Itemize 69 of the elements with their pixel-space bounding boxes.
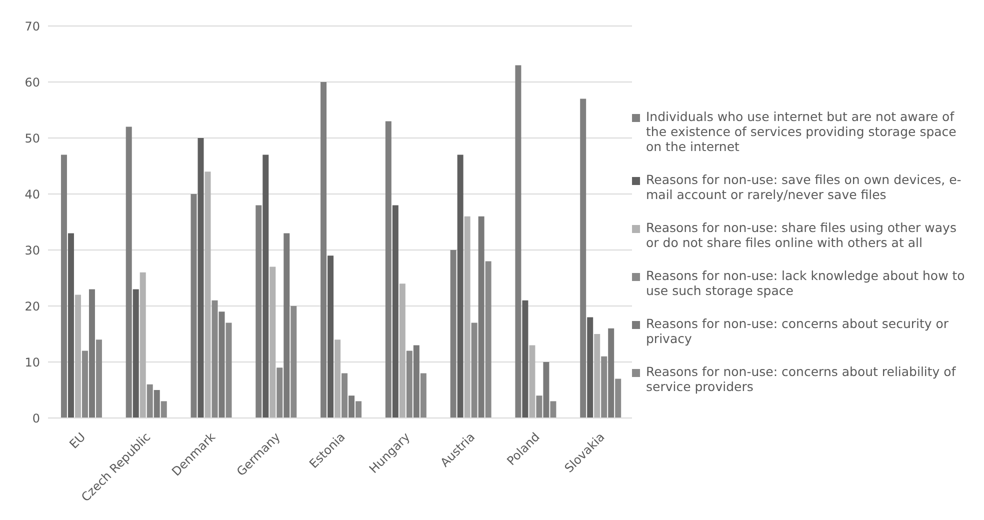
bar	[190, 194, 197, 418]
bar	[457, 154, 464, 418]
bar	[543, 362, 550, 418]
legend-label: Reasons for non-use: concerns about security or privacy	[646, 316, 950, 346]
bar	[587, 317, 594, 418]
bar	[284, 233, 290, 418]
bar	[608, 328, 614, 418]
bar	[464, 216, 470, 418]
bar	[550, 401, 556, 418]
bar	[82, 350, 88, 418]
bar	[68, 233, 74, 418]
bar	[290, 306, 297, 418]
legend-label: Reasons for non-use: lack knowledge about how to use such storage space	[646, 268, 966, 298]
bar	[60, 154, 67, 418]
legend-label: Individuals who use internet but are not aware of the existence of services providing storage space on the internet	[646, 108, 958, 154]
bar	[328, 256, 334, 418]
bar	[342, 373, 348, 418]
y-tick-label: 70	[24, 19, 40, 34]
bar	[334, 340, 341, 418]
legend-label: Reasons for non-use: save files on own devices, e-mail account or rarely/never save files	[646, 172, 962, 202]
bar	[270, 266, 276, 418]
bar	[256, 205, 262, 418]
bar	[262, 154, 269, 418]
bar	[522, 300, 528, 418]
bar	[450, 250, 456, 418]
y-tick-label: 20	[24, 299, 40, 314]
bar	[348, 396, 355, 418]
y-tick-label: 50	[24, 131, 40, 146]
bar	[126, 126, 132, 418]
y-tick-label: 10	[24, 355, 40, 370]
bar	[580, 98, 586, 418]
bar	[601, 356, 608, 418]
y-tick-label: 0	[32, 411, 40, 426]
bar	[146, 384, 153, 418]
y-tick-label: 30	[24, 243, 40, 258]
bar	[204, 172, 211, 418]
bar	[406, 350, 412, 418]
bar	[160, 401, 167, 418]
bar	[471, 322, 478, 418]
bar	[536, 396, 542, 418]
bar	[478, 216, 484, 418]
bar	[515, 65, 522, 418]
bar	[96, 340, 102, 418]
bar	[399, 284, 406, 418]
bar	[392, 205, 398, 418]
bar	[140, 272, 146, 418]
x-tick-label: EU	[66, 430, 88, 452]
bar	[198, 138, 204, 418]
bar	[594, 334, 600, 418]
bar	[212, 300, 218, 418]
bar	[154, 390, 160, 418]
bar	[420, 373, 426, 418]
y-tick-label: 60	[24, 75, 40, 90]
legend-label: Reasons for non-use: share files using other ways or do not share files online with others at all	[646, 220, 958, 250]
bar	[385, 121, 392, 418]
bar	[413, 345, 420, 418]
bar	[88, 289, 95, 418]
bar	[485, 261, 492, 418]
y-tick-label: 40	[24, 187, 40, 202]
bar	[615, 378, 622, 418]
bar	[226, 322, 232, 418]
bar	[529, 345, 536, 418]
bar	[132, 289, 139, 418]
bar	[356, 401, 362, 418]
bar	[276, 368, 283, 418]
bar	[320, 82, 327, 418]
legend-label: Reasons for non-use: concerns about reliability of service providers	[646, 364, 957, 394]
bar	[218, 312, 225, 418]
bar	[74, 294, 81, 418]
